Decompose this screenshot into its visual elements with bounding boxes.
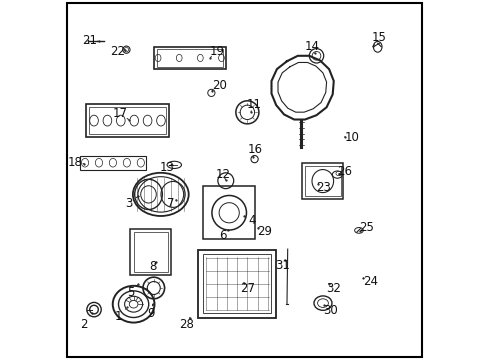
Bar [86, 104, 168, 137]
Text: 28: 28 [179, 318, 193, 331]
Bar [133, 232, 167, 272]
Text: 11: 11 [246, 98, 262, 111]
Text: 5: 5 [127, 286, 135, 299]
Bar [305, 166, 340, 196]
Text: 10: 10 [345, 131, 359, 144]
Bar [203, 186, 255, 239]
Text: 23: 23 [316, 181, 330, 194]
Text: 9: 9 [147, 307, 154, 320]
Text: 21: 21 [82, 34, 97, 47]
Text: 32: 32 [325, 282, 341, 295]
Text: 27: 27 [240, 282, 255, 295]
Text: 20: 20 [211, 79, 226, 92]
Text: 2: 2 [81, 318, 88, 330]
Text: 25: 25 [359, 221, 374, 234]
Bar [302, 163, 343, 199]
Text: 24: 24 [362, 275, 377, 288]
Text: 7: 7 [166, 197, 174, 210]
Text: 19: 19 [209, 45, 224, 58]
Text: 16: 16 [247, 143, 262, 156]
Text: 8: 8 [149, 260, 156, 273]
Text: 13: 13 [160, 161, 174, 174]
Bar [203, 254, 271, 313]
Text: 3: 3 [124, 197, 132, 210]
Text: 14: 14 [304, 40, 319, 53]
Bar [198, 250, 275, 318]
Text: 4: 4 [247, 214, 255, 227]
Text: 22: 22 [110, 45, 125, 58]
Text: 15: 15 [371, 31, 386, 44]
Text: 31: 31 [274, 259, 289, 272]
Text: 26: 26 [336, 165, 351, 177]
Bar [89, 107, 166, 134]
Bar [153, 47, 225, 69]
Text: 1: 1 [115, 310, 122, 323]
Text: 30: 30 [322, 304, 337, 317]
Bar [130, 229, 171, 275]
Bar [156, 49, 223, 67]
Bar [80, 156, 146, 170]
Text: 6: 6 [219, 229, 226, 242]
Text: 17: 17 [113, 107, 127, 120]
Text: 29: 29 [256, 225, 271, 238]
Text: 12: 12 [215, 168, 230, 181]
Text: 18: 18 [68, 156, 82, 169]
